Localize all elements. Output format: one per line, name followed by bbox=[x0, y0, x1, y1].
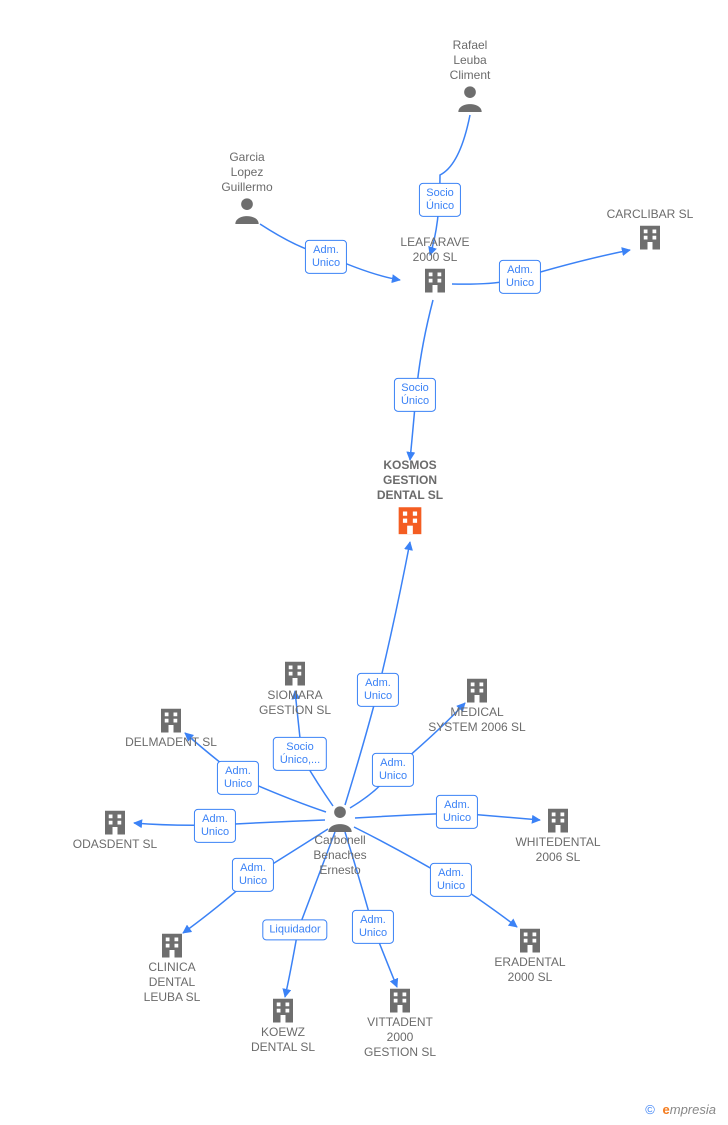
node-label-carbonell: Carbonell Benaches Ernesto bbox=[285, 833, 395, 878]
node-leafarave[interactable]: LEAFARAVE 2000 SL bbox=[380, 235, 490, 295]
node-delmadent[interactable]: DELMADENT SL bbox=[116, 705, 226, 750]
node-eradental[interactable]: ERADENTAL 2000 SL bbox=[475, 925, 585, 985]
edge-label-carbonell-siomara: Socio Único,... bbox=[273, 737, 327, 771]
node-label-whitedental: WHITEDENTAL 2006 SL bbox=[503, 835, 613, 865]
node-siomara[interactable]: SIOMARA GESTION SL bbox=[240, 658, 350, 718]
node-medical[interactable]: MEDICAL SYSTEM 2006 SL bbox=[422, 675, 532, 735]
node-carbonell[interactable]: Carbonell Benaches Ernesto bbox=[285, 803, 395, 878]
company-icon bbox=[355, 503, 465, 537]
node-whitedental[interactable]: WHITEDENTAL 2006 SL bbox=[503, 805, 613, 865]
brand-rest: mpresia bbox=[670, 1102, 716, 1117]
company-icon bbox=[422, 675, 532, 705]
edge-label-carbonell-odasdent: Adm. Unico bbox=[194, 809, 236, 843]
edge-label-carbonell-koewz: Liquidador bbox=[262, 919, 327, 940]
node-label-medical: MEDICAL SYSTEM 2006 SL bbox=[422, 705, 532, 735]
edge-label-carbonell-kosmos: Adm. Unico bbox=[357, 673, 399, 707]
edge-label-carbonell-eradental: Adm. Unico bbox=[430, 863, 472, 897]
node-rafael[interactable]: Rafael Leuba Climent bbox=[415, 38, 525, 113]
node-label-rafael: Rafael Leuba Climent bbox=[415, 38, 525, 83]
company-icon bbox=[117, 930, 227, 960]
node-label-kosmos: KOSMOS GESTION DENTAL SL bbox=[355, 458, 465, 503]
node-label-delmadent: DELMADENT SL bbox=[116, 735, 226, 750]
edge-label-garcia-leafarave: Adm. Unico bbox=[305, 240, 347, 274]
company-icon bbox=[240, 658, 350, 688]
copyright-symbol: © bbox=[645, 1102, 655, 1117]
edge-label-carbonell-whitedental: Adm. Unico bbox=[436, 795, 478, 829]
node-clinica[interactable]: CLINICA DENTAL LEUBA SL bbox=[117, 930, 227, 1005]
node-vittadent[interactable]: VITTADENT 2000 GESTION SL bbox=[345, 985, 455, 1060]
edge-label-carbonell-vittadent: Adm. Unico bbox=[352, 910, 394, 944]
company-icon bbox=[475, 925, 585, 955]
node-kosmos[interactable]: KOSMOS GESTION DENTAL SL bbox=[355, 458, 465, 537]
node-garcia[interactable]: Garcia Lopez Guillermo bbox=[192, 150, 302, 225]
node-label-odasdent: ODASDENT SL bbox=[60, 837, 170, 852]
brand-e: e bbox=[663, 1102, 670, 1117]
company-icon bbox=[503, 805, 613, 835]
node-label-clinica: CLINICA DENTAL LEUBA SL bbox=[117, 960, 227, 1005]
node-label-eradental: ERADENTAL 2000 SL bbox=[475, 955, 585, 985]
person-icon bbox=[192, 195, 302, 225]
company-icon bbox=[228, 995, 338, 1025]
node-label-carclibar: CARCLIBAR SL bbox=[595, 207, 705, 222]
node-koewz[interactable]: KOEWZ DENTAL SL bbox=[228, 995, 338, 1055]
node-label-vittadent: VITTADENT 2000 GESTION SL bbox=[345, 1015, 455, 1060]
edge-label-leafarave-carclibar: Adm. Unico bbox=[499, 260, 541, 294]
edge-label-rafael-leafarave: Socio Único bbox=[419, 183, 461, 217]
edge-label-carbonell-medical: Adm. Unico bbox=[372, 753, 414, 787]
company-icon bbox=[345, 985, 455, 1015]
watermark: © empresia bbox=[645, 1102, 716, 1117]
node-label-leafarave: LEAFARAVE 2000 SL bbox=[380, 235, 490, 265]
company-icon bbox=[380, 265, 490, 295]
company-icon bbox=[60, 807, 170, 837]
person-icon bbox=[285, 803, 395, 833]
company-icon bbox=[116, 705, 226, 735]
diagram-canvas bbox=[0, 0, 728, 1125]
edge-label-carbonell-delmadent: Adm. Unico bbox=[217, 761, 259, 795]
person-icon bbox=[415, 83, 525, 113]
node-label-garcia: Garcia Lopez Guillermo bbox=[192, 150, 302, 195]
node-carclibar[interactable]: CARCLIBAR SL bbox=[595, 207, 705, 252]
edge-label-carbonell-clinica: Adm. Unico bbox=[232, 858, 274, 892]
node-label-koewz: KOEWZ DENTAL SL bbox=[228, 1025, 338, 1055]
node-label-siomara: SIOMARA GESTION SL bbox=[240, 688, 350, 718]
node-odasdent[interactable]: ODASDENT SL bbox=[60, 807, 170, 852]
edge-label-leafarave-kosmos: Socio Único bbox=[394, 378, 436, 412]
company-icon bbox=[595, 222, 705, 252]
